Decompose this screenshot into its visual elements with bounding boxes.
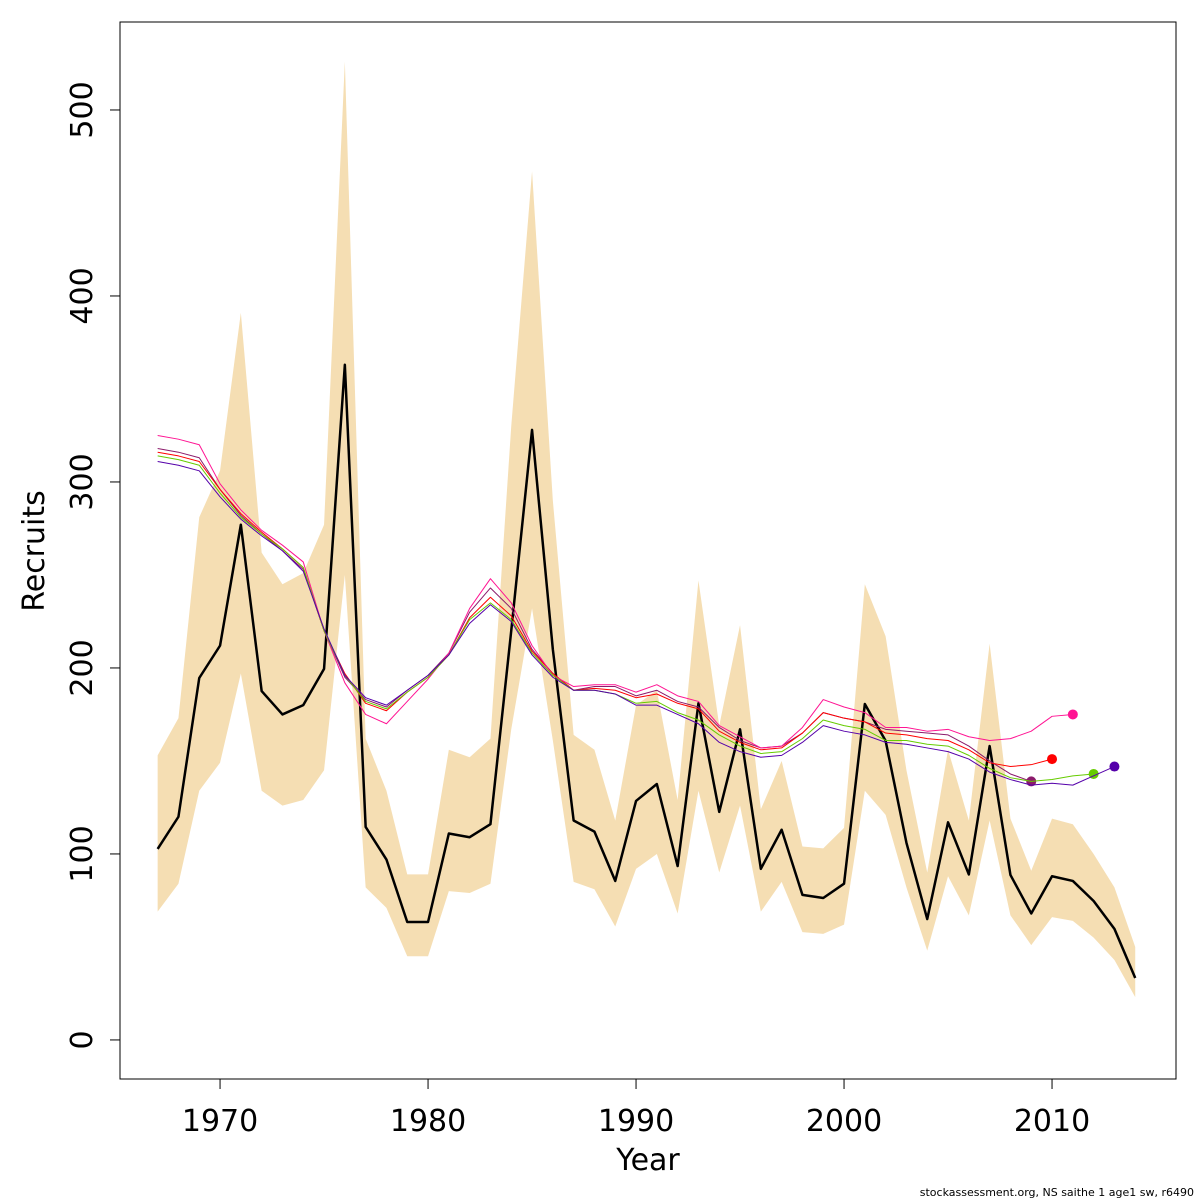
y-tick-label: 400 xyxy=(65,267,100,324)
x-axis-label: Year xyxy=(615,1143,680,1178)
y-tick-label: 200 xyxy=(65,639,100,696)
y-tick-label: 500 xyxy=(65,81,100,138)
endpoint-marker xyxy=(1067,709,1078,720)
footer: stockassessment.org, NS saithe 1 age1 sw… xyxy=(920,1186,1194,1199)
y-axis-label: Recruits xyxy=(17,490,52,612)
series-line xyxy=(157,447,1032,782)
x-tick-label: 1990 xyxy=(598,1104,674,1139)
series-line xyxy=(157,461,1115,786)
x-tick-label: 2010 xyxy=(1014,1104,1090,1139)
endpoint-marker xyxy=(1109,761,1120,772)
plot-frame xyxy=(119,21,1177,1080)
y-tick-label: 100 xyxy=(65,825,100,882)
y-tick-label: 300 xyxy=(65,453,100,510)
confidence-band xyxy=(157,61,1136,998)
y-tick-label: 0 xyxy=(65,1030,100,1049)
x-tick-label: 1980 xyxy=(390,1104,466,1139)
x-tick-label: 1970 xyxy=(182,1104,258,1139)
endpoint-marker xyxy=(1047,754,1058,765)
series-line xyxy=(156,363,1137,979)
x-tick-label: 2000 xyxy=(806,1104,882,1139)
series-line xyxy=(157,434,1073,749)
